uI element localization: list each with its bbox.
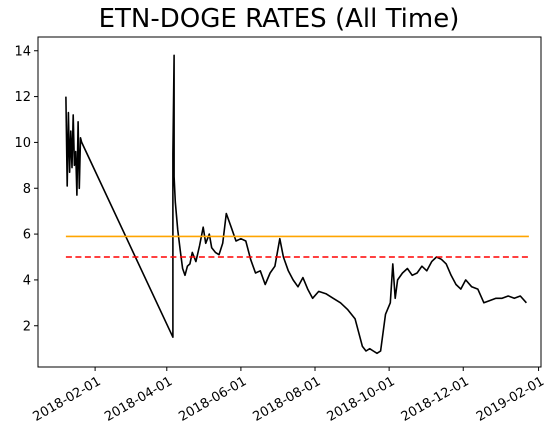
series-line-1 xyxy=(66,55,527,353)
y-tick-label: 2 xyxy=(23,319,31,334)
y-tick-label: 10 xyxy=(14,136,31,151)
x-tick-label: 2018-02-01 xyxy=(31,374,104,425)
y-tick-label: 14 xyxy=(14,44,31,59)
x-tick-label: 2018-10-01 xyxy=(325,374,398,425)
x-tick-label: 2019-02-01 xyxy=(474,374,546,425)
x-tick-label: 2018-06-01 xyxy=(176,374,249,425)
x-tick-label: 2018-04-01 xyxy=(102,374,175,425)
x-tick-label: 2018-08-01 xyxy=(250,374,323,425)
y-tick-label: 12 xyxy=(14,90,31,105)
plot-frame xyxy=(38,37,541,367)
y-tick-label: 4 xyxy=(23,273,31,288)
y-tick-label: 6 xyxy=(23,228,31,243)
x-tick-label: 2018-12-01 xyxy=(399,374,472,425)
y-tick-label: 8 xyxy=(23,182,31,197)
